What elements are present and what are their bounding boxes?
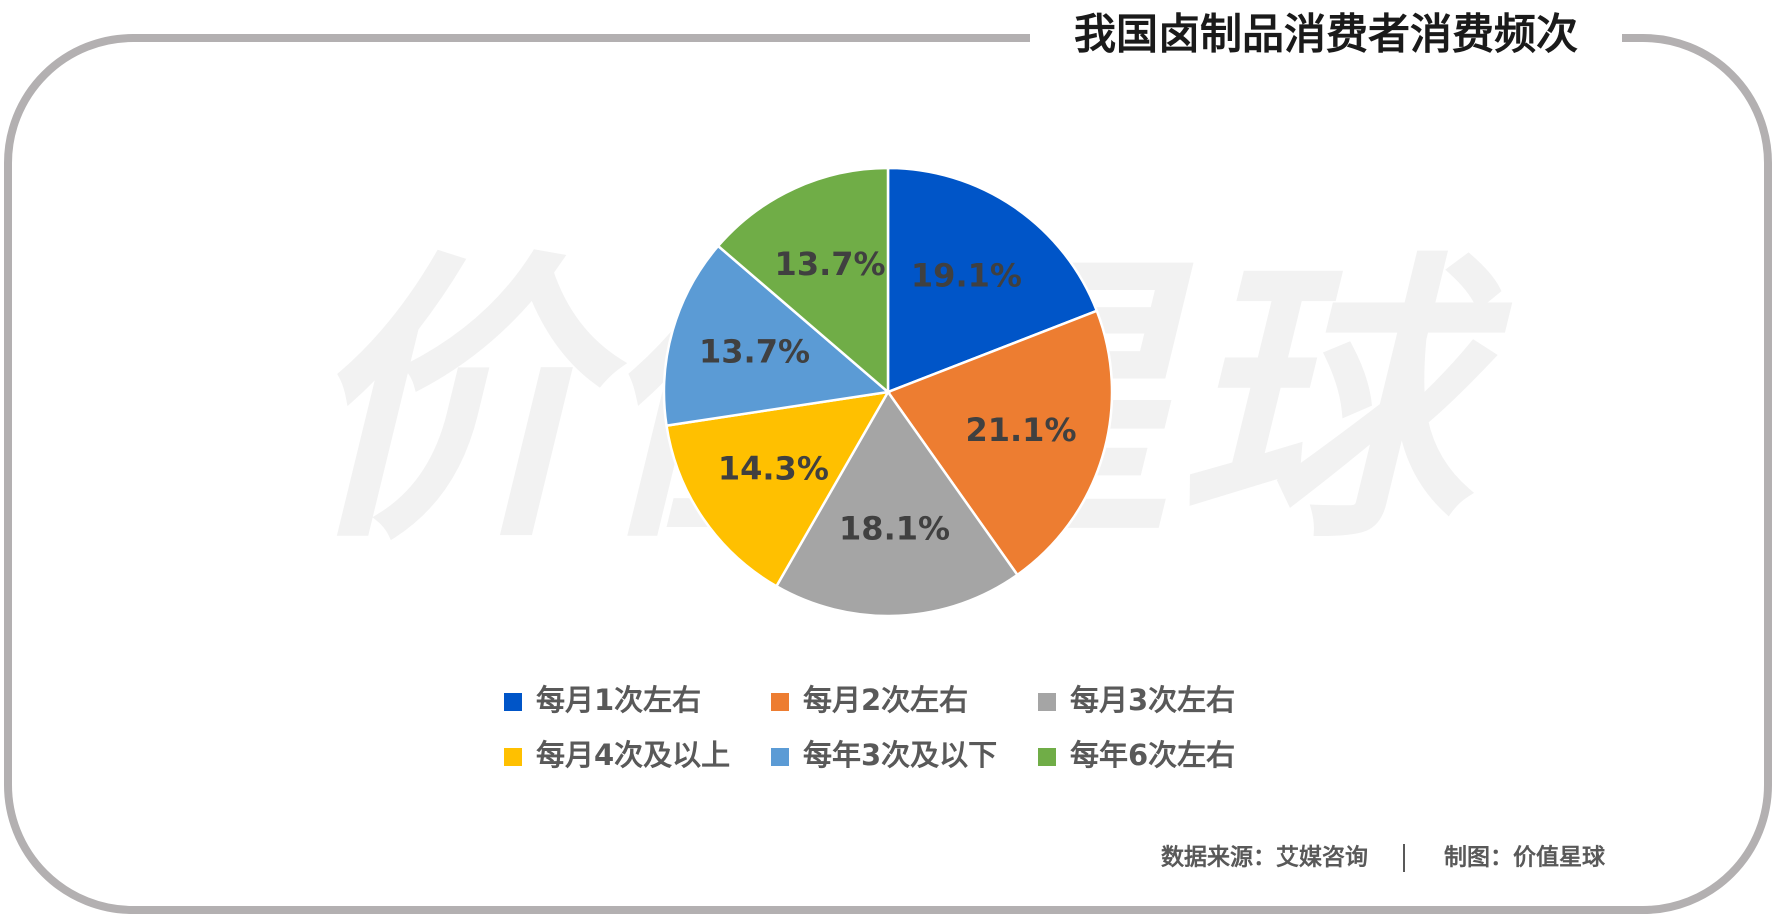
- data-label: 18.1%: [839, 510, 950, 548]
- source: 数据来源：艾媒咨询: [1161, 844, 1368, 871]
- credit: 制图：价值星球: [1444, 844, 1606, 871]
- legend-label: 每月3次左右: [1070, 683, 1235, 717]
- pie-slice: [886, 309, 1114, 577]
- legend-swatch: [771, 693, 789, 711]
- pie-slice: [716, 166, 890, 395]
- pie-slice: [665, 390, 891, 588]
- pie: 19.1% 21.1% 18.1% 14.3% 13.7% 13.7%: [662, 166, 1114, 618]
- legend-label: 每月2次左右: [803, 683, 968, 717]
- data-label: 14.3%: [718, 449, 829, 487]
- pie-slice: [662, 244, 891, 428]
- data-label: 13.7%: [775, 245, 886, 283]
- legend-swatch: [1038, 748, 1056, 766]
- legend-label: 每年6次左右: [1070, 738, 1235, 772]
- pie-slice: [774, 389, 1020, 618]
- legend-swatch: [1038, 693, 1056, 711]
- data-label: 13.7%: [699, 333, 810, 371]
- data-label: 21.1%: [965, 411, 1076, 449]
- legend-swatch: [504, 748, 522, 766]
- data-label: 19.1%: [911, 256, 1022, 294]
- legend-label: 每年3次及以下: [803, 738, 997, 772]
- legend-swatch: [504, 693, 522, 711]
- legend-label: 每月1次左右: [536, 683, 701, 717]
- legend-swatch: [771, 748, 789, 766]
- pie-slice: [886, 166, 1099, 394]
- chart-title: 我国卤制品消费者消费频次: [1074, 10, 1578, 59]
- legend-label: 每月4次及以上: [536, 738, 730, 772]
- title-backdrop: [1030, 10, 1622, 65]
